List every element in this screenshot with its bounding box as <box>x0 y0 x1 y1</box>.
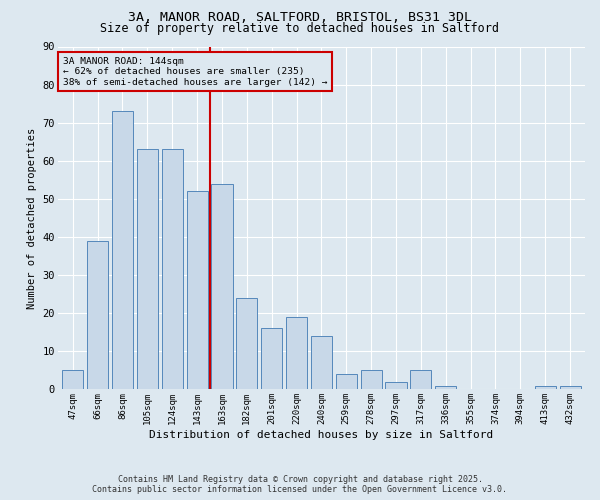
Bar <box>137 150 158 390</box>
Bar <box>410 370 431 390</box>
Bar <box>187 192 208 390</box>
Bar <box>62 370 83 390</box>
Text: Size of property relative to detached houses in Saltford: Size of property relative to detached ho… <box>101 22 499 35</box>
Bar <box>211 184 233 390</box>
Bar <box>236 298 257 390</box>
Y-axis label: Number of detached properties: Number of detached properties <box>27 128 37 308</box>
Bar <box>112 112 133 390</box>
Bar <box>311 336 332 390</box>
Text: 3A MANOR ROAD: 144sqm
← 62% of detached houses are smaller (235)
38% of semi-det: 3A MANOR ROAD: 144sqm ← 62% of detached … <box>63 57 328 86</box>
Bar <box>385 382 407 390</box>
Bar <box>560 386 581 390</box>
X-axis label: Distribution of detached houses by size in Saltford: Distribution of detached houses by size … <box>149 430 494 440</box>
Bar <box>87 241 108 390</box>
Text: 3A, MANOR ROAD, SALTFORD, BRISTOL, BS31 3DL: 3A, MANOR ROAD, SALTFORD, BRISTOL, BS31 … <box>128 11 472 24</box>
Bar <box>361 370 382 390</box>
Bar <box>435 386 457 390</box>
Bar <box>261 328 282 390</box>
Bar <box>535 386 556 390</box>
Bar <box>286 317 307 390</box>
Bar <box>161 150 183 390</box>
Bar <box>336 374 357 390</box>
Text: Contains HM Land Registry data © Crown copyright and database right 2025.
Contai: Contains HM Land Registry data © Crown c… <box>92 474 508 494</box>
